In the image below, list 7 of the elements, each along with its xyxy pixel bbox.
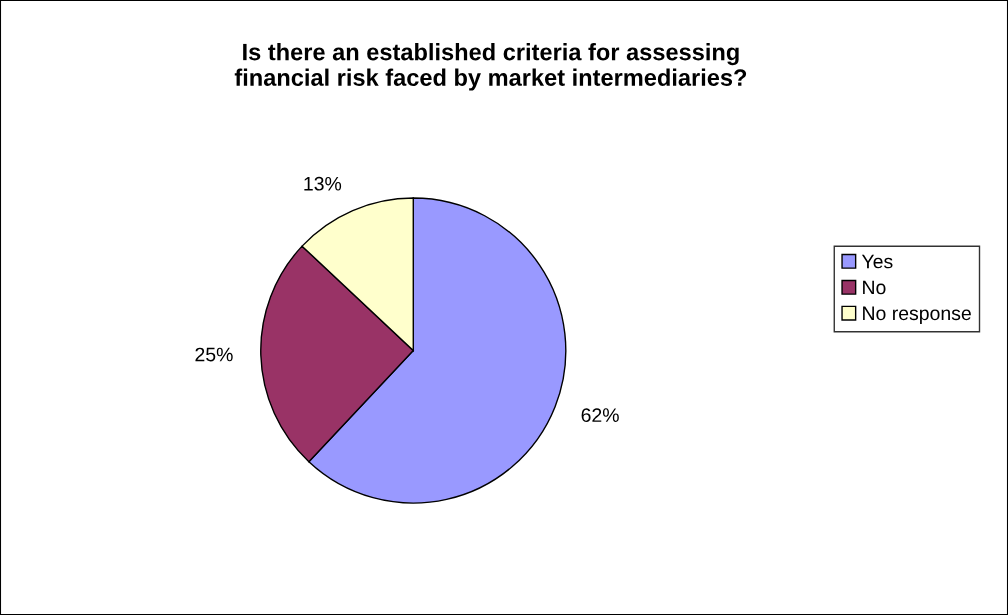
- data-label: 62%: [581, 408, 619, 423]
- legend-label: No response: [863, 306, 971, 325]
- legend-label: Yes: [861, 254, 893, 269]
- chart-title: Is there an established criteria for assessing financial risk faced by market intermediaries?: [234, 43, 747, 91]
- data-label: 13%: [304, 176, 342, 191]
- legend-label: No: [863, 280, 886, 295]
- data-label: 25%: [195, 347, 233, 362]
